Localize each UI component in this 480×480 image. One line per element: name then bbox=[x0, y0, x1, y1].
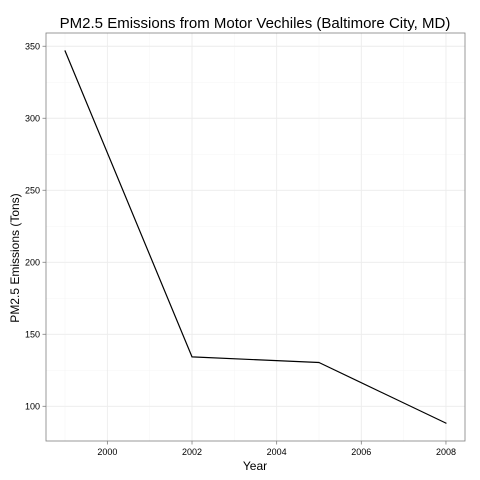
x-axis-title: Year bbox=[243, 459, 267, 473]
y-tick-label: 250 bbox=[25, 185, 40, 195]
plot-panel bbox=[46, 33, 465, 441]
x-tick-label: 2000 bbox=[97, 447, 117, 457]
x-tick-label: 2004 bbox=[267, 447, 287, 457]
plot-layer: 2000 2002 2004 2006 2008 100 150 200 250 300 350 bbox=[25, 32, 466, 457]
chart-title: PM2.5 Emissions from Motor Vechiles (Bal… bbox=[60, 15, 451, 32]
data-point bbox=[191, 356, 193, 358]
x-tick-label: 2008 bbox=[436, 447, 456, 457]
series-line bbox=[64, 50, 447, 424]
y-tick-label: 350 bbox=[25, 41, 40, 51]
y-tick-label: 100 bbox=[25, 401, 40, 411]
y-tick-label: 300 bbox=[25, 113, 40, 123]
y-tick-label: 150 bbox=[25, 329, 40, 339]
x-tick-label: 2002 bbox=[182, 447, 202, 457]
y-axis-title: PM2.5 Emissions (Tons) bbox=[8, 193, 22, 322]
data-point bbox=[445, 422, 447, 424]
x-tick-label: 2006 bbox=[351, 447, 371, 457]
data-point bbox=[64, 50, 66, 52]
y-tick-label: 200 bbox=[25, 257, 40, 267]
data-point bbox=[318, 361, 320, 364]
plot-border bbox=[45, 32, 466, 442]
